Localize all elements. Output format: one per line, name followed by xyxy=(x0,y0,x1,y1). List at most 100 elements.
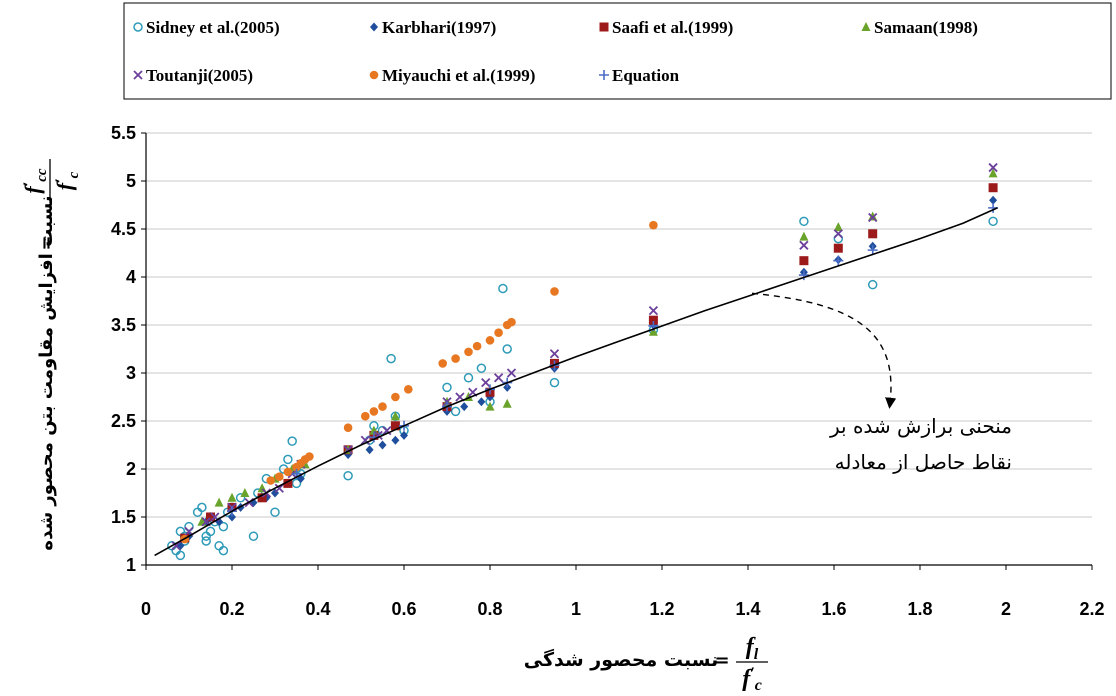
data-point xyxy=(867,279,878,290)
series-5 xyxy=(180,220,658,544)
x-tick-label: 2.2 xyxy=(1079,599,1104,619)
data-point xyxy=(343,423,353,433)
y-tick-label: 2 xyxy=(126,459,136,479)
data-point xyxy=(390,421,400,431)
series-6 xyxy=(227,202,999,517)
data-point xyxy=(450,406,461,417)
data-point xyxy=(549,349,560,359)
data-point xyxy=(227,492,237,502)
series-4 xyxy=(171,162,998,551)
legend-label: Miyauchi et al.(1999) xyxy=(382,66,535,85)
legend-marker xyxy=(133,22,143,32)
x-axis-label: نسبت محصور شدگی = fl f′c xyxy=(524,634,768,694)
data-point xyxy=(799,256,809,266)
data-point xyxy=(360,435,370,445)
x-tick-label: 1 xyxy=(571,599,581,619)
x-tick-label: 1.4 xyxy=(735,599,760,619)
data-point xyxy=(502,344,512,354)
data-point xyxy=(378,440,387,450)
y-tick-label: 3.5 xyxy=(111,315,136,335)
plot-area: 0 0.2 0.4 0.6 0.8 1 1.2 1.4 1.6 1.8 2 2.2 1 1.5 2 2.5 3… xyxy=(111,123,1105,619)
data-point xyxy=(868,212,878,223)
data-point xyxy=(283,467,293,477)
data-point xyxy=(989,195,998,205)
data-point xyxy=(206,512,215,522)
legend: Sidney et al.(2005) Karbhari(1997) Saafi e… xyxy=(123,2,1112,100)
data-point xyxy=(228,512,236,522)
data-point xyxy=(799,231,809,241)
data-point xyxy=(833,255,844,266)
legend-item: Karbhari(1997) xyxy=(370,18,496,37)
data-point xyxy=(442,382,452,393)
x-tick-labels: 0 0.2 0.4 0.6 0.8 1 1.2 1.4 1.6 1.8 2 2.2 xyxy=(141,565,1105,619)
legend-marker xyxy=(133,70,143,80)
data-point xyxy=(507,317,516,327)
data-point xyxy=(378,402,387,411)
data-point xyxy=(649,220,658,230)
y-tick-label: 4.5 xyxy=(111,219,136,239)
legend-label: Samaan(1998) xyxy=(874,18,978,37)
data-point xyxy=(648,326,658,336)
data-point xyxy=(390,411,400,421)
data-point xyxy=(404,385,413,394)
data-point xyxy=(988,216,998,227)
data-point xyxy=(235,493,246,503)
data-point xyxy=(266,476,276,485)
x-tick-label: 1.8 xyxy=(907,599,932,619)
data-point xyxy=(270,507,280,517)
data-point xyxy=(868,211,878,221)
x-fraction-denominator: f′c xyxy=(742,665,762,694)
data-point xyxy=(451,354,460,363)
annotation-line-2: نقاط حاصل از معادله xyxy=(835,450,1012,474)
legend-items: Sidney et al.(2005) Karbhari(1997) Saafi e… xyxy=(133,18,978,85)
legend-item: Saafi et al.(1999) xyxy=(599,18,733,37)
legend-marker xyxy=(861,22,871,31)
data-point xyxy=(833,229,843,239)
data-point xyxy=(799,216,809,227)
legend-item: Sidney et al.(2005) xyxy=(133,18,280,37)
legend-box xyxy=(123,2,1112,100)
x-tick-label: 1.2 xyxy=(649,599,674,619)
data-point xyxy=(218,521,229,532)
legend-label: Saafi et al.(1999) xyxy=(612,18,733,37)
data-point xyxy=(868,229,878,239)
data-point xyxy=(283,454,293,465)
data-point xyxy=(343,470,353,481)
legend-item: Toutanji(2005) xyxy=(133,66,253,85)
data-point xyxy=(799,240,809,250)
y-fraction-numerator: f′cc xyxy=(20,168,50,193)
data-point xyxy=(833,222,843,232)
data-point xyxy=(988,168,998,178)
x-axis-fraction: fl f′c xyxy=(736,634,768,694)
data-point xyxy=(248,531,259,541)
data-point xyxy=(283,478,293,488)
data-point xyxy=(476,363,487,373)
x-tick-label: 2 xyxy=(1001,599,1011,619)
data-point xyxy=(305,452,314,461)
series-0 xyxy=(167,216,998,561)
fit-curve xyxy=(154,207,998,557)
y-axis-label: نسبت افزایش مقاومت بتن محصور شده = f′cc … xyxy=(20,159,82,551)
y-axis-label-text: نسبت افزایش مقاومت بتن محصور شده xyxy=(36,195,57,550)
data-point xyxy=(550,287,559,296)
legend-label: Toutanji(2005) xyxy=(146,66,253,85)
y-tick-label: 2.5 xyxy=(111,411,136,431)
data-point xyxy=(361,411,370,421)
x-tick-label: 0.6 xyxy=(391,599,416,619)
data-point xyxy=(493,373,504,383)
data-point xyxy=(171,541,181,551)
data-point xyxy=(833,243,843,253)
data-point xyxy=(485,336,495,345)
x-axis-label-equals: = xyxy=(714,650,729,671)
data-point xyxy=(988,162,998,173)
data-point xyxy=(240,488,250,497)
data-point xyxy=(391,435,400,445)
data-point xyxy=(287,436,297,446)
y-tick-label: 1 xyxy=(126,555,136,575)
data-point xyxy=(205,526,216,537)
data-point xyxy=(867,245,878,256)
grid-lines xyxy=(146,132,1092,518)
data-point xyxy=(391,392,400,402)
data-point xyxy=(274,483,284,493)
legend-item: Samaan(1998) xyxy=(861,18,978,37)
